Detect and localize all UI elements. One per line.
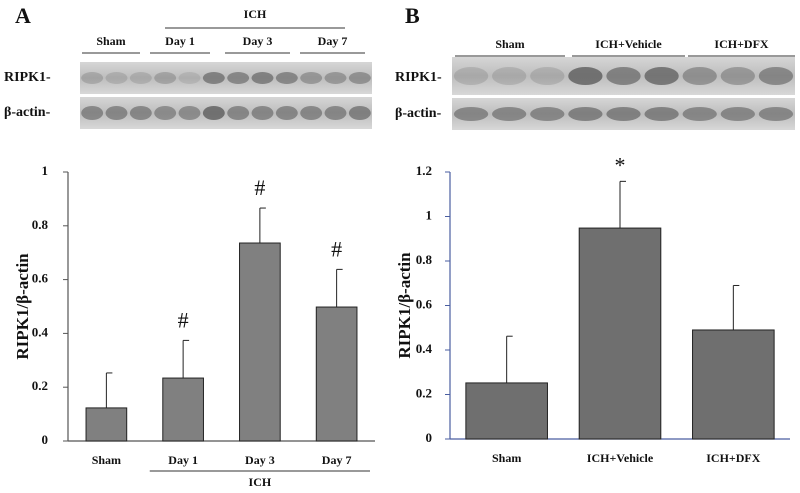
x-tick-label: Day 7: [322, 453, 352, 467]
blot-band: [275, 106, 298, 120]
blot-band: [720, 107, 755, 121]
blot-band: [758, 67, 794, 85]
blot-strip: [80, 62, 372, 94]
x-tick-label: ICH+Vehicle: [587, 451, 654, 465]
lane-label: ICH+Vehicle: [595, 37, 662, 51]
blot-band: [81, 106, 104, 120]
panel-label: B: [405, 3, 420, 28]
blot-band: [568, 67, 603, 85]
x-group-label: ICH: [249, 475, 272, 489]
x-tick-label: Sham: [492, 451, 521, 465]
bar: [465, 382, 548, 440]
blot-band: [251, 106, 274, 120]
row-label: RIPK1-: [4, 70, 51, 85]
blot-band: [606, 67, 641, 85]
blot-band: [251, 72, 274, 84]
blot-strip: [80, 97, 372, 129]
blot-band: [105, 106, 128, 120]
blot-bands: [81, 67, 794, 121]
blot-band: [348, 72, 371, 84]
bar: [315, 306, 358, 442]
blot-band: [178, 106, 201, 120]
panel-label: A: [15, 3, 31, 28]
blot-band: [154, 72, 177, 84]
y-tick-label: 0.6: [32, 271, 49, 286]
blot-band: [720, 67, 755, 85]
y-tick-label: 0: [426, 430, 433, 445]
blot-band: [453, 67, 489, 85]
blot-band: [530, 67, 565, 85]
bar: [692, 329, 775, 440]
y-tick-label: 0.4: [32, 324, 49, 339]
lane-label: Day 7: [318, 34, 348, 48]
y-tick-label: 1.2: [416, 163, 432, 178]
y-tick-label: 0.8: [32, 217, 49, 232]
y-tick-label: 0.2: [32, 378, 48, 393]
blot-band: [682, 67, 717, 85]
blot-band: [154, 106, 177, 120]
blot-band: [324, 106, 347, 120]
y-tick-label: 0.2: [416, 385, 432, 400]
blot-band: [682, 107, 717, 121]
blot-band: [606, 107, 641, 121]
y-axis-label: RIPK1/β-actin: [395, 252, 414, 359]
blot-band: [81, 72, 104, 84]
blot-band: [300, 106, 323, 120]
lane-label: Sham: [495, 37, 524, 51]
blot-band: [227, 72, 250, 84]
bar: [578, 227, 662, 440]
x-tick-label: Day 3: [245, 453, 275, 467]
blot-band: [568, 107, 603, 121]
blot-band: [492, 67, 527, 85]
row-label: β-actin-: [395, 106, 442, 121]
blot-band: [530, 107, 565, 121]
annotation: *: [615, 152, 626, 177]
row-label: β-actin-: [4, 105, 51, 120]
y-tick-label: 1: [42, 163, 49, 178]
bar: [85, 407, 128, 442]
blot-band: [202, 106, 225, 120]
blot-band: [227, 106, 250, 120]
blot-band: [105, 72, 128, 84]
lane-label: Day 1: [165, 34, 195, 48]
lane-label: ICH+DFX: [714, 37, 769, 51]
blot-band: [300, 72, 323, 84]
blot-band: [492, 107, 527, 121]
bar: [162, 377, 204, 442]
blot-band: [644, 107, 679, 121]
blot-band: [324, 72, 347, 84]
blot-band: [178, 72, 201, 84]
blot-band: [275, 72, 298, 84]
bar: [239, 242, 281, 442]
row-label: RIPK1-: [395, 70, 442, 85]
annotation: #: [331, 236, 342, 261]
y-tick-label: 1: [426, 207, 433, 222]
annotation: #: [178, 307, 189, 332]
group-label: ICH: [244, 7, 267, 21]
blot-band: [202, 72, 225, 84]
lane-label: Sham: [96, 34, 125, 48]
blot-band: [129, 106, 152, 120]
x-tick-label: ICH+DFX: [706, 451, 761, 465]
x-tick-label: Day 1: [168, 453, 198, 467]
blot-band: [644, 67, 679, 85]
y-tick-label: 0.6: [416, 296, 433, 311]
y-tick-label: 0: [42, 432, 49, 447]
y-tick-label: 0.4: [416, 341, 433, 356]
blot-band: [453, 107, 489, 121]
y-axis-label: RIPK1/β-actin: [13, 253, 32, 360]
y-tick-label: 0.8: [416, 252, 433, 267]
lane-label: Day 3: [243, 34, 273, 48]
x-tick-label: Sham: [92, 453, 121, 467]
blot-band: [348, 106, 371, 120]
blot-band: [129, 72, 152, 84]
blot-band: [758, 107, 794, 121]
annotation: #: [254, 175, 265, 200]
